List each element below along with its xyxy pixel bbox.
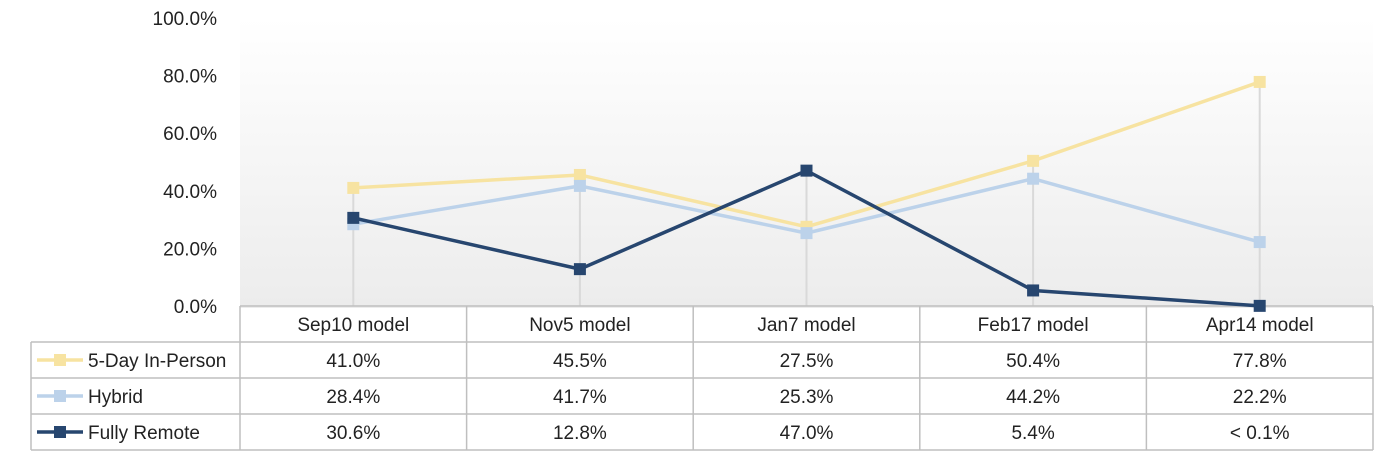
data-point <box>1253 299 1266 312</box>
data-point <box>573 179 586 192</box>
legend-key-marker <box>54 426 66 438</box>
legend-key-marker <box>54 390 66 402</box>
x-category-label: Apr14 model <box>1206 315 1314 336</box>
data-point <box>1253 236 1266 249</box>
data-point <box>1027 284 1040 297</box>
data-point <box>1027 154 1040 167</box>
data-table-cell: 44.2% <box>1006 387 1060 408</box>
data-table-cell: 77.8% <box>1233 351 1287 372</box>
y-axis: 0.0% 20.0% 40.0% 60.0% 80.0% 100.0% <box>153 9 218 318</box>
x-category-label: Feb17 model <box>978 315 1089 336</box>
x-category-label: Jan7 model <box>757 315 855 336</box>
data-point <box>573 263 586 276</box>
data-table-cell: 25.3% <box>780 387 834 408</box>
y-tick-label: 0.0% <box>174 297 217 318</box>
data-table-cell: 41.0% <box>326 351 380 372</box>
data-table-cell: 27.5% <box>780 351 834 372</box>
data-table-cell: 45.5% <box>553 351 607 372</box>
legend-label: 5-Day In-Person <box>88 351 226 372</box>
data-point <box>800 164 813 177</box>
series-lines <box>347 75 1266 312</box>
data-table-cell: < 0.1% <box>1230 423 1290 444</box>
data-table-cell: 50.4% <box>1006 351 1060 372</box>
data-point <box>573 168 586 181</box>
data-point <box>347 211 360 224</box>
data-table-cell: 12.8% <box>553 423 607 444</box>
legend-key-marker <box>54 354 66 366</box>
y-tick-label: 80.0% <box>163 67 217 88</box>
legend-label: Fully Remote <box>88 423 200 444</box>
y-tick-label: 100.0% <box>153 9 218 30</box>
data-point <box>800 227 813 240</box>
data-point <box>1253 75 1266 88</box>
y-tick-label: 20.0% <box>163 239 217 260</box>
x-category-label: Nov5 model <box>529 315 630 336</box>
data-point <box>1027 172 1040 185</box>
data-table-cell: 30.6% <box>326 423 380 444</box>
data-table: Sep10 model Nov5 model Jan7 model Feb17 mod… <box>30 305 1374 451</box>
x-category-label: Sep10 model <box>297 315 409 336</box>
y-tick-label: 40.0% <box>163 182 217 203</box>
data-table-cell: 28.4% <box>326 387 380 408</box>
data-table-cell: 5.4% <box>1011 423 1054 444</box>
data-table-cell: 47.0% <box>780 423 834 444</box>
y-tick-label: 60.0% <box>163 124 217 145</box>
data-point <box>347 181 360 194</box>
data-table-cell: 41.7% <box>553 387 607 408</box>
data-table-cell: 22.2% <box>1233 387 1287 408</box>
legend-label: Hybrid <box>88 387 143 408</box>
